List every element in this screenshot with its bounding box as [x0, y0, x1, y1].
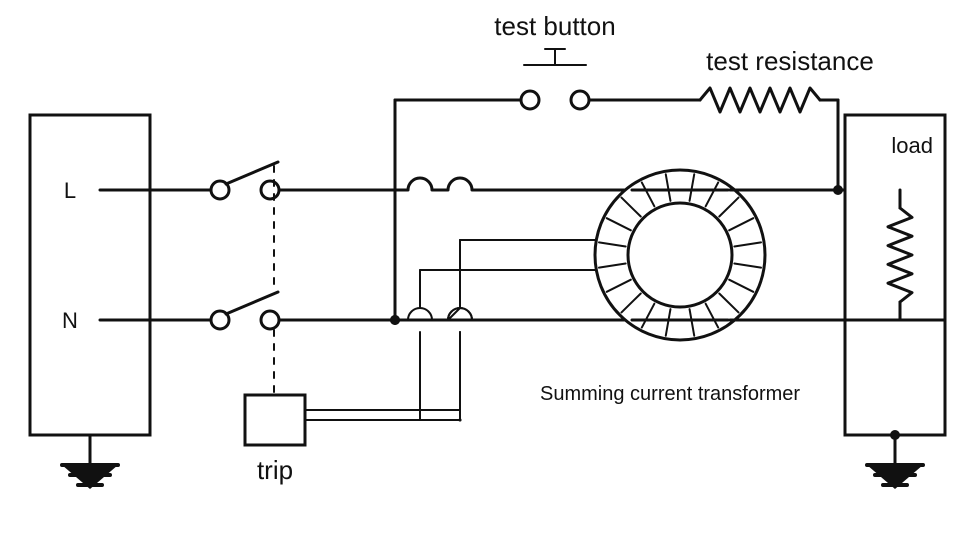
label-trip: trip	[257, 455, 293, 485]
label-summing-ct: Summing current transformer	[540, 383, 800, 405]
label-N: N	[62, 308, 78, 333]
label-test-resistance: test resistance	[706, 46, 874, 76]
label-load: load	[891, 133, 933, 158]
label-L: L	[64, 178, 76, 203]
conductor-L	[279, 178, 845, 190]
load-enclosure	[845, 115, 945, 435]
label-test-button: test button	[494, 11, 615, 41]
source-enclosure	[30, 115, 150, 435]
rcd-schematic: L Ntrip Summing current transformer test bu…	[0, 0, 975, 545]
load-resistor	[888, 208, 912, 302]
test-resistor	[700, 88, 820, 112]
trip-relay	[245, 395, 305, 445]
